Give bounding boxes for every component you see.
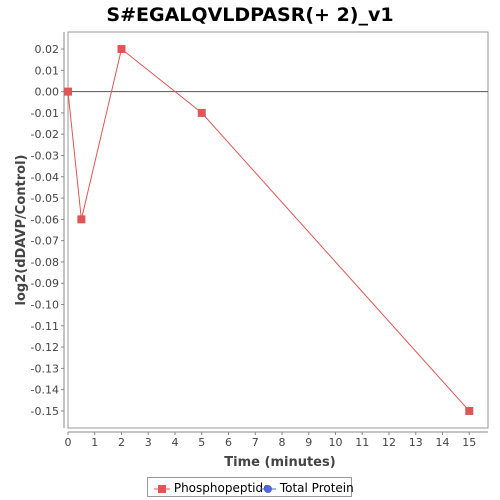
- x-tick-label: 1: [91, 436, 98, 449]
- x-tick-label: 9: [305, 436, 312, 449]
- y-tick-label: -0.14: [31, 384, 59, 397]
- series-layer: [64, 45, 474, 415]
- x-tick-label: 11: [355, 436, 369, 449]
- x-tick-label: 5: [198, 436, 205, 449]
- y-tick-label: -0.11: [31, 320, 59, 333]
- y-tick-label: -0.09: [31, 277, 59, 290]
- y-tick-label: -0.04: [31, 171, 59, 184]
- x-tick-label: 4: [172, 436, 179, 449]
- legend-item-phosphopeptide: Phosphopeptide: [154, 481, 270, 495]
- legend-label-total-protein: Total Protein: [279, 481, 354, 495]
- x-tick-label: 13: [409, 436, 423, 449]
- x-axis: 0 1 2 3 4 5 6 7 8 9 10 11 12 13 14 15: [65, 431, 488, 449]
- data-point: [117, 45, 126, 54]
- x-tick-label: 12: [382, 436, 396, 449]
- chart-title: S#EGALQVLDPASR(+ 2)_v1: [106, 4, 394, 26]
- y-tick-label: -0.06: [31, 213, 59, 226]
- y-tick-label: -0.07: [31, 235, 59, 248]
- legend: Phosphopeptide Total Protein: [147, 477, 354, 497]
- data-point: [64, 87, 72, 96]
- legend-circle-marker-icon: [260, 484, 276, 493]
- legend-item-total-protein: Total Protein: [260, 481, 354, 495]
- x-tick-label: 2: [118, 436, 125, 449]
- x-tick-label: 0: [65, 436, 72, 449]
- data-point: [77, 215, 86, 224]
- y-tick-label: 0.00: [35, 86, 60, 99]
- x-tick-label: 7: [252, 436, 259, 449]
- plot-area: [67, 31, 489, 429]
- x-tick-label: 15: [462, 436, 476, 449]
- x-tick-label: 3: [145, 436, 152, 449]
- y-tick-label: -0.03: [31, 149, 59, 162]
- legend-square-marker-icon: [154, 484, 170, 493]
- y-tick-label: -0.01: [31, 107, 59, 120]
- legend-label-phosphopeptide: Phosphopeptide: [173, 481, 271, 495]
- x-tick-label: 6: [225, 436, 232, 449]
- x-tick-label: 14: [436, 436, 450, 449]
- x-tick-label: 10: [329, 436, 343, 449]
- x-axis-label: Time (minutes): [224, 455, 335, 470]
- y-tick-label: -0.05: [31, 192, 59, 205]
- data-point: [465, 406, 474, 415]
- y-tick-label: -0.15: [31, 405, 59, 418]
- x-tick-label: 8: [279, 436, 286, 449]
- y-tick-label: -0.10: [31, 299, 59, 312]
- y-axis-label: log2(dDAVP/Control): [14, 155, 29, 306]
- plot-frame: [67, 31, 489, 429]
- y-tick-label: -0.02: [31, 128, 59, 141]
- y-tick-label: 0.01: [35, 64, 60, 77]
- data-point: [197, 108, 206, 117]
- y-tick-label: -0.12: [31, 341, 59, 354]
- y-axis: 0.02 0.01 0.00 -0.01 -0.02 -0.03 -0.04 -0.05 -0.…: [31, 32, 65, 428]
- y-tick-label: -0.08: [31, 256, 59, 269]
- y-tick-label: 0.02: [35, 43, 60, 56]
- y-tick-label: -0.13: [31, 362, 59, 375]
